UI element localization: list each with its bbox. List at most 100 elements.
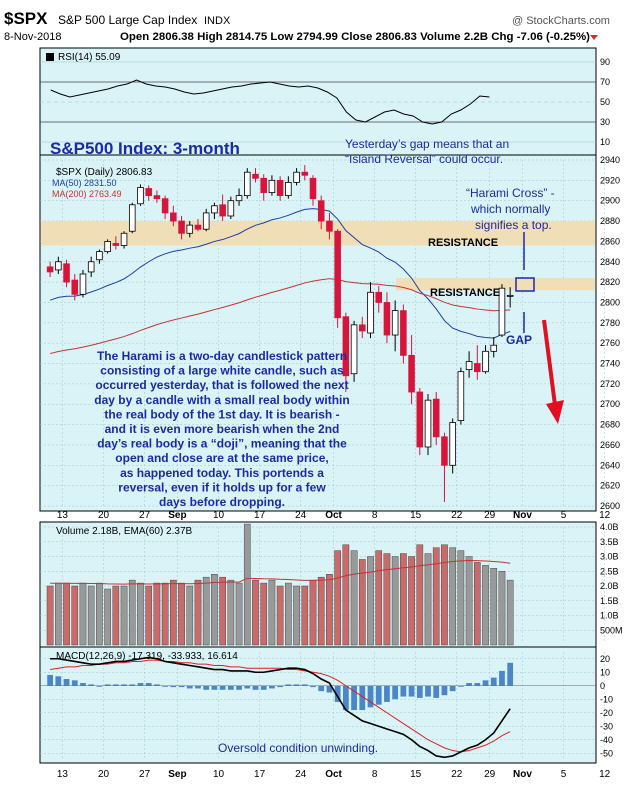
volume-bar [96, 582, 103, 646]
ma50-line [49, 208, 511, 339]
volume-bar [194, 579, 202, 646]
candle-body [367, 291, 374, 334]
candle-body [96, 251, 103, 261]
candle-body [457, 371, 465, 421]
volume-bar [219, 576, 226, 646]
ma200-label: MA(200) 2763.49 [52, 189, 122, 199]
volume-tick-label: 3.0B [600, 552, 619, 562]
volume-bar [87, 585, 95, 646]
candle-body [490, 344, 498, 352]
macd-histogram-bar [400, 685, 407, 697]
volume-bar [63, 582, 70, 646]
price-tick-label: 2720 [600, 379, 620, 389]
candle-body [112, 243, 120, 246]
price-series-label: $SPX (Daily) 2806.83 [56, 167, 153, 178]
time-tick-label: 29 [484, 769, 496, 780]
time-tick-label: 5 [561, 769, 567, 780]
macd-histogram-bar [186, 685, 193, 689]
time-tick-label: Sep [168, 769, 186, 780]
volume-bar [46, 585, 54, 646]
candle-body [145, 188, 152, 197]
macd-histogram-bar [137, 683, 144, 686]
time-tick-label: 22 [451, 769, 463, 780]
candle-body [137, 187, 144, 205]
macd-tick-label: 20 [600, 654, 610, 664]
rsi-line [50, 79, 490, 125]
macd-histogram-bar [375, 685, 382, 705]
rsi-tick-label: 30 [600, 117, 610, 127]
volume-bar [358, 559, 366, 646]
macd-histogram-bar [416, 685, 423, 698]
annotation-harami-3: signifies a top. [475, 218, 552, 232]
time-tick-label: 15 [410, 510, 422, 521]
rsi-tick-label: 10 [600, 137, 610, 147]
macd-histogram-bar [55, 676, 62, 686]
volume-bar [391, 556, 399, 646]
annotation-title: S&P500 Index: 3-month [50, 139, 240, 158]
price-tick-label: 2680 [600, 420, 620, 430]
volume-bar [137, 582, 144, 646]
explanation-line: the real body of the 1st day. It is bear… [104, 407, 339, 421]
candle-body [482, 350, 489, 373]
volume-bar [416, 544, 424, 646]
volume-bar [498, 571, 506, 646]
volume-tick-label: 2.0B [600, 581, 619, 591]
candle-body [71, 279, 79, 295]
volume-bar [482, 565, 489, 646]
volume-tick-label: 2.5B [600, 566, 619, 576]
volume-bar [276, 585, 284, 646]
candle-body [400, 310, 407, 356]
macd-histogram-bar [236, 685, 242, 690]
volume-bar [367, 556, 374, 646]
time-tick-label: 10 [213, 510, 225, 521]
macd-histogram-bar [170, 685, 177, 688]
candle-body [268, 179, 276, 193]
annotation-harami-1: “Harami Cross” - [466, 186, 555, 200]
macd-histogram-bar [301, 684, 308, 686]
macd-histogram-bar [367, 685, 374, 708]
volume-bar [326, 574, 333, 646]
volume-bar [334, 550, 341, 646]
macd-histogram-bar [507, 662, 514, 686]
macd-histogram-bar [63, 679, 70, 686]
candle-body [416, 391, 424, 448]
candle-body [408, 354, 415, 393]
rsi-label: RSI(14) 55.09 [58, 52, 121, 63]
volume-tick-label: 500M [600, 625, 623, 635]
macd-histogram-bar [277, 685, 284, 688]
volume-bar [227, 579, 235, 646]
time-tick-label: 27 [139, 769, 151, 780]
time-tick-label: 8 [372, 510, 378, 521]
volume-bar [186, 585, 194, 646]
time-tick-label: 8 [372, 769, 378, 780]
macd-histogram-bar [466, 683, 472, 686]
chart-exchange: INDX [204, 15, 231, 27]
macd-histogram-bar [71, 680, 78, 686]
volume-bar [457, 550, 465, 646]
candle-body [252, 173, 259, 179]
dropdown-icon[interactable] [590, 35, 598, 40]
macd-histogram-bar [326, 685, 333, 693]
macd-histogram-bar [384, 685, 390, 702]
macd-histogram-bar [104, 684, 111, 686]
candle-body [244, 171, 251, 197]
macd-histogram-bar [318, 685, 325, 692]
annotation-gap-note-1: Yesterday’s gap means that an [345, 137, 509, 151]
volume-bar [490, 568, 498, 646]
macd-histogram-bar [449, 685, 456, 692]
candle-body [498, 287, 506, 336]
candle-body [120, 232, 128, 246]
macd-histogram-bar [260, 685, 267, 690]
explanation-line: occurred yesterday, that is followed the… [95, 378, 348, 392]
macd-histogram-bar [425, 685, 431, 697]
chart-name: S&P 500 Large Cap Index [58, 13, 197, 27]
macd-histogram-bar [227, 685, 234, 690]
volume-bar [317, 576, 325, 646]
macd-histogram-bar [162, 685, 168, 687]
gap-label: GAP [506, 333, 532, 347]
macd-histogram-bar [244, 685, 251, 689]
price-tick-label: 2640 [600, 460, 620, 470]
volume-bar [112, 585, 120, 646]
volume-bar [235, 582, 243, 646]
macd-tick-label: -50 [600, 748, 613, 758]
